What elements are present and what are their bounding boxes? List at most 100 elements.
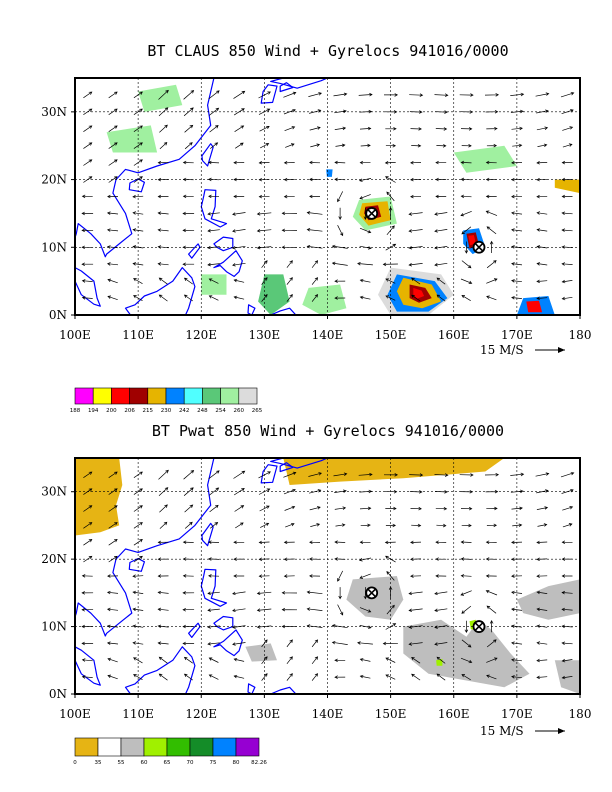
panel2-colorbar-swatch: [120, 737, 145, 757]
panel2-wind-vector: [461, 674, 471, 681]
panel2-wind-vector: [182, 540, 194, 544]
panel1-colorbar: 188 194 200 206 215 230 242 248 254 260 265: [70, 387, 263, 414]
panel1-wind-vector: [486, 295, 497, 301]
panel2-wind-vector: [208, 557, 220, 561]
panel2-wind-vector: [81, 624, 94, 629]
panel1-wind-vector: [309, 177, 321, 182]
panel2-wind-vector: [157, 590, 169, 595]
panel2-wind-vector: [108, 505, 118, 512]
panel1-wind-vector: [561, 296, 573, 301]
panel1-wind-vector: [132, 228, 144, 232]
panel2-wind-vector: [283, 574, 295, 578]
panel2-wind-vector: [337, 570, 344, 582]
panel1-wind-vector: [434, 93, 449, 97]
panel2-wind-vector: [561, 488, 574, 494]
panel1-wind-vector: [182, 177, 194, 182]
panel1-wind-vector: [309, 160, 321, 165]
panel1-ref-vector-label: 15 M/S: [480, 343, 524, 357]
panel2-wind-vector: [410, 557, 422, 562]
panel2-wind-vector: [157, 557, 169, 561]
panel1-wind-vector: [182, 160, 194, 165]
panel2-coastline: [213, 615, 234, 631]
panel2-wind-vector: [158, 469, 169, 480]
panel2-wind-vector: [511, 641, 523, 645]
panel2-wind-vector: [208, 470, 220, 480]
panel2-wind-vector: [536, 590, 548, 595]
panel1-wind-vector: [408, 212, 423, 216]
panel1-wind-vector: [460, 194, 472, 199]
panel2-wind-vector: [157, 624, 169, 628]
panel1-wind-vector: [309, 126, 321, 131]
panel1-wind-vector: [209, 142, 219, 149]
panel2-wind-vector: [334, 557, 346, 561]
panel1-wind-vector: [409, 93, 424, 97]
panel2-shaded-field: [516, 579, 580, 620]
panel1-wind-vector: [108, 142, 118, 149]
panel1-wind-vector: [83, 142, 93, 149]
panel2-wind-vector: [434, 642, 448, 646]
panel1-wind-vector: [334, 279, 346, 283]
panel1-wind-vector: [459, 93, 474, 97]
panel2-coastline: [270, 686, 297, 694]
panel1-wind-vector: [461, 260, 472, 269]
panel1-wind-vector: [536, 161, 548, 165]
panel2-wind-vector: [385, 506, 397, 511]
panel1-wind-vector: [261, 260, 268, 268]
panel2-wind-vector: [331, 624, 348, 629]
panel1-wind-vector: [157, 211, 169, 215]
panel2-wind-vector: [408, 591, 423, 596]
panel1-map: [74, 77, 581, 316]
panel1-wind-vector: [108, 91, 118, 99]
panel2-wind-vector: [489, 620, 494, 633]
panel1-wind-vector: [434, 246, 448, 250]
panel1-coastline: [260, 84, 278, 104]
panel1-wind-vector: [334, 160, 346, 165]
panel1-wind-vector: [284, 126, 296, 132]
panel2-wind-vector: [83, 555, 93, 563]
panel2-wind-vector: [536, 641, 548, 645]
panel1-wind-vector: [283, 177, 295, 182]
panel1-y-tick-label: 30N: [41, 105, 67, 119]
panel2-wind-vector: [209, 504, 219, 513]
panel1-wind-vector: [358, 178, 372, 182]
panel2-wind-vector: [232, 625, 246, 629]
panel2-colorbar-swatch: [189, 737, 214, 757]
panel1-y-tick-label: 20N: [41, 173, 67, 187]
panel2-wind-vector: [436, 523, 447, 528]
panel1-x-tick-label: 150E: [375, 328, 407, 342]
panel2-colorbar-swatch: [166, 737, 191, 757]
panel2-coastline: [201, 522, 214, 547]
panel1-shaded-field: [413, 287, 425, 299]
panel2-wind-vector: [232, 591, 246, 596]
panel2-wind-vector: [536, 607, 548, 612]
panel2-wind-vector: [358, 472, 373, 477]
panel1-wind-vector: [388, 206, 393, 220]
panel1-wind-vector: [258, 161, 270, 165]
panel2-wind-vector: [309, 506, 321, 511]
panel1-wind-vector: [233, 160, 245, 165]
panel2-wind-vector: [460, 540, 472, 544]
panel2-wind-vector: [208, 487, 220, 496]
panel1-wind-vector: [358, 92, 373, 97]
panel1-wind-vector: [285, 143, 295, 148]
panel1-wind-vector: [158, 294, 168, 302]
panel1-wind-vector: [207, 212, 220, 216]
panel1-y-tick-label: 0N: [49, 308, 67, 322]
panel2-wind-vector: [511, 624, 523, 628]
panel2-wind-vector: [408, 625, 423, 629]
panel1-colorbar-swatch: [74, 387, 94, 405]
panel1-wind-vector: [83, 125, 93, 132]
panel2-coastline: [213, 629, 243, 657]
panel1-wind-vector: [409, 110, 423, 114]
panel1-shaded-field: [453, 145, 517, 173]
panel2-wind-vector: [359, 489, 373, 494]
panel1-wind-vector: [359, 160, 371, 165]
panel2-wind-vector: [511, 590, 523, 595]
panel2-wind-vector: [108, 522, 118, 529]
panel2-x-tick-label: 140E: [312, 707, 344, 721]
panel2-wind-vector: [286, 639, 293, 648]
panel1-wind-vector: [334, 109, 347, 114]
panel1-wind-vector: [359, 109, 373, 114]
panel1-wind-vector: [357, 261, 373, 266]
panel2-wind-vector: [561, 574, 573, 578]
